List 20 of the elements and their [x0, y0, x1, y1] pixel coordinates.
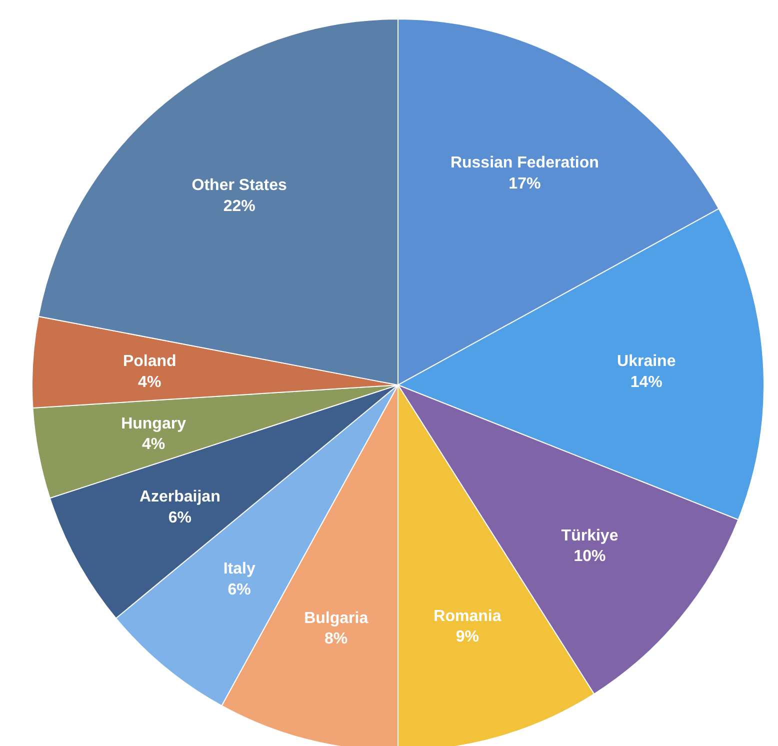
data-label: 4%: [142, 436, 166, 454]
slice-label: Ukraine: [617, 353, 676, 370]
data-label: 4%: [138, 374, 162, 391]
slice-label: Bulgaria: [304, 610, 368, 627]
slice-label: Poland: [122, 353, 176, 370]
slice-label: Romania: [434, 608, 502, 625]
slice-label: Hungary: [121, 415, 186, 432]
data-label: 17%: [508, 175, 541, 192]
data-label: 14%: [630, 374, 662, 391]
slice-label: Other States: [192, 177, 288, 194]
slice-label: Türkiye: [561, 527, 618, 544]
slice-label: Azerbaijan: [139, 488, 220, 506]
data-label: 8%: [324, 630, 348, 648]
data-label: 6%: [168, 510, 192, 526]
slice-label: Russian Federation: [450, 154, 599, 172]
data-label: 9%: [456, 628, 479, 646]
data-label: 6%: [228, 581, 251, 598]
data-label: 22%: [223, 198, 256, 215]
data-label: 10%: [574, 548, 606, 566]
slice-label: Italy: [223, 560, 256, 578]
